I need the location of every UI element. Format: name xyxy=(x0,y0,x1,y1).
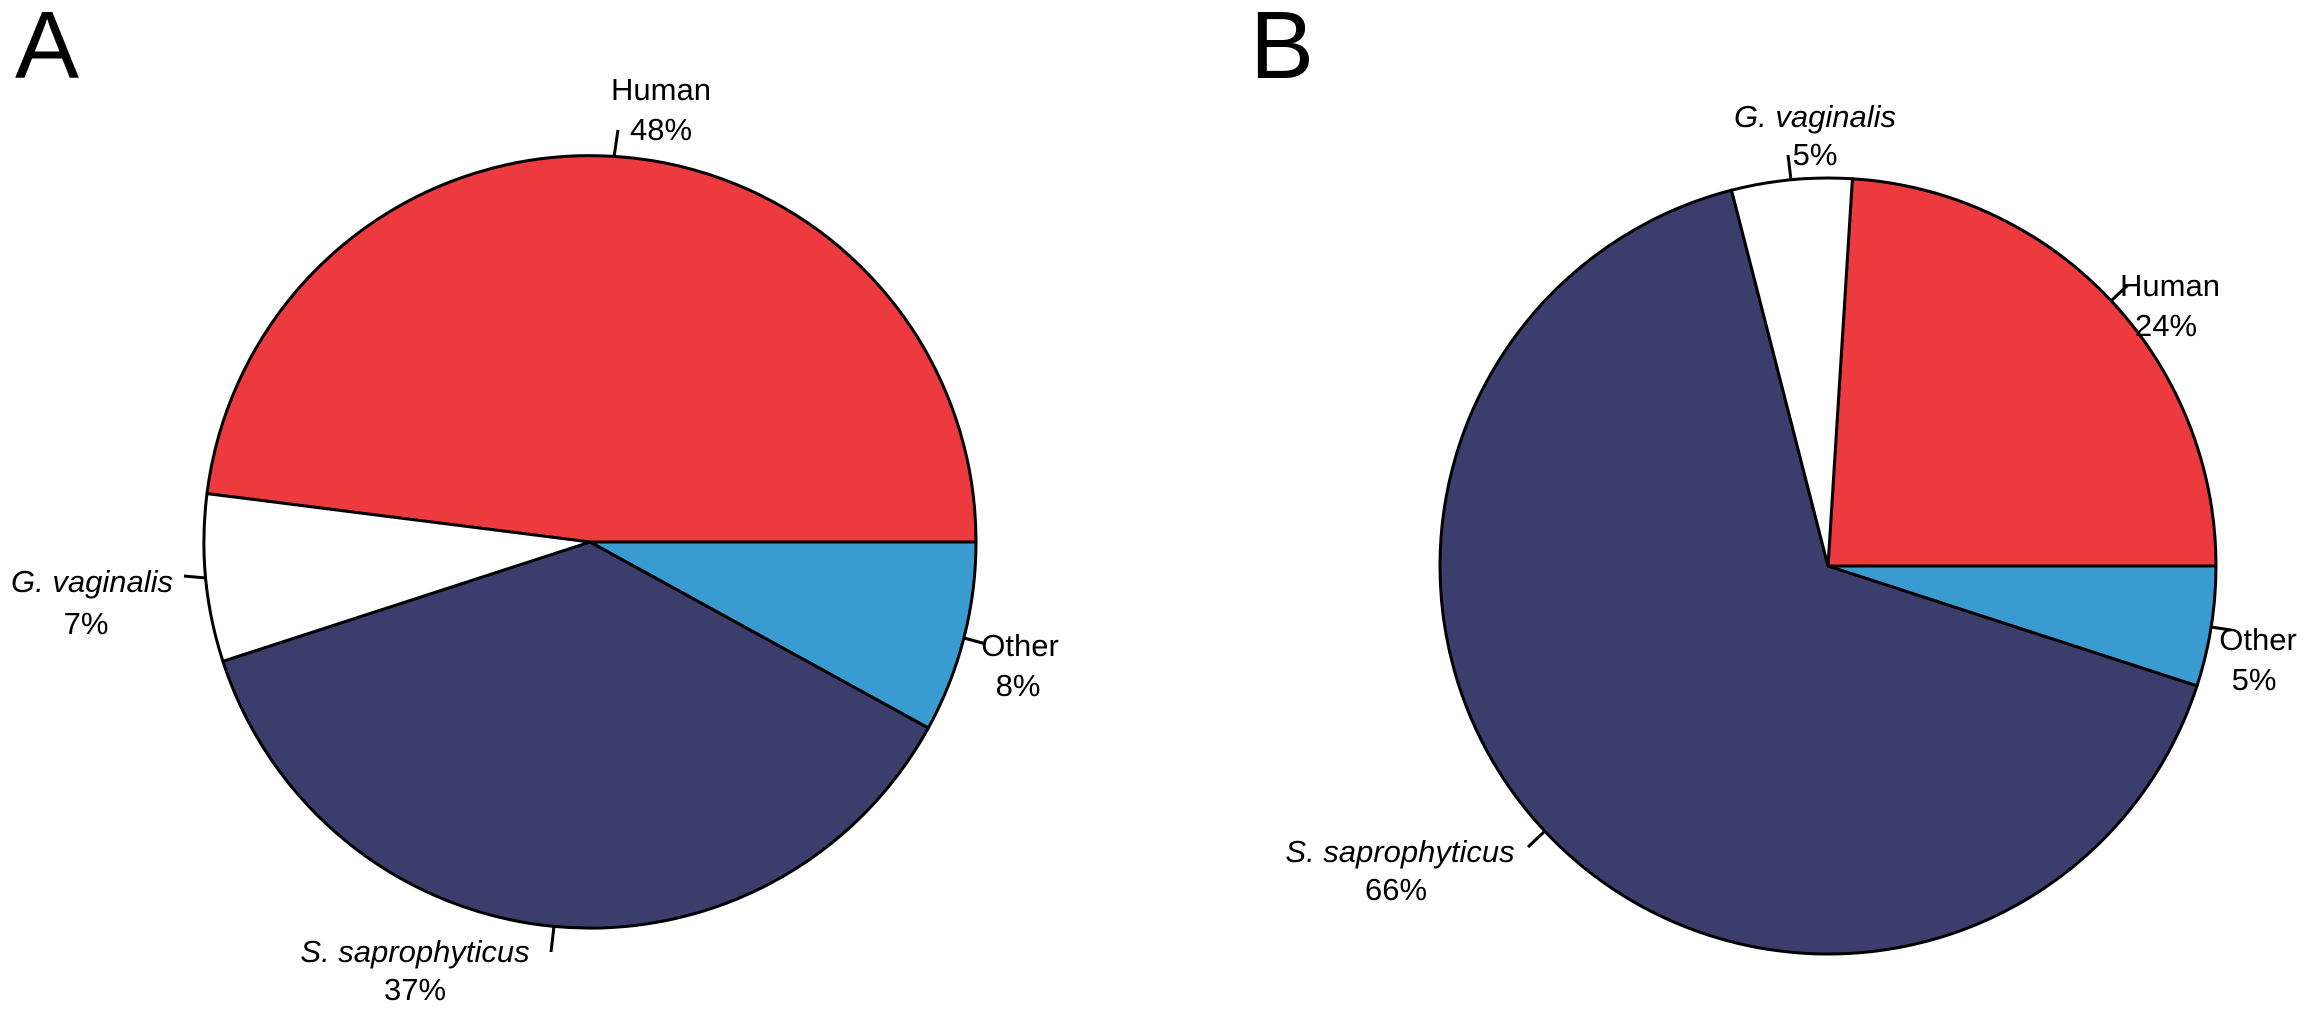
slice-label-tick xyxy=(612,129,620,158)
slice-label-tick xyxy=(963,636,987,646)
slice-label-tick xyxy=(549,925,556,953)
pie-slice-human xyxy=(205,154,978,544)
slice-label-tick xyxy=(183,574,207,580)
slice-name-label: Other xyxy=(2219,622,2297,657)
panel-label-a: A xyxy=(15,0,79,99)
pie-slice-other xyxy=(589,540,978,731)
slice-value-label: 5% xyxy=(2232,662,2277,697)
slice-value-label: 7% xyxy=(64,606,109,641)
slice-label-tick xyxy=(1786,154,1793,181)
slice-name-label: Other xyxy=(981,628,1059,663)
slice-label-tick xyxy=(1526,829,1547,849)
slice-label-tick xyxy=(2210,625,2232,632)
slice-value-label: 24% xyxy=(2135,308,2197,343)
slice-value-label: 48% xyxy=(630,112,692,147)
slice-value-label: 8% xyxy=(996,668,1041,703)
slice-name-label: Human xyxy=(2120,268,2220,303)
slice-name-label: S. saprophyticus xyxy=(1285,834,1514,869)
slice-name-label: S. saprophyticus xyxy=(300,934,529,969)
slice-name-label: G. vaginalis xyxy=(1734,99,1896,134)
slice-value-label: 37% xyxy=(384,972,446,1007)
slice-value-label: 66% xyxy=(1365,872,1427,907)
slice-value-label: 5% xyxy=(1793,137,1838,172)
pie-slice-human xyxy=(1826,177,2218,568)
slice-label-tick xyxy=(2109,283,2130,303)
panel-label-b: B xyxy=(1250,0,1314,99)
slice-name-label: G. vaginalis xyxy=(11,564,173,599)
slice-name-label: Human xyxy=(611,72,711,107)
